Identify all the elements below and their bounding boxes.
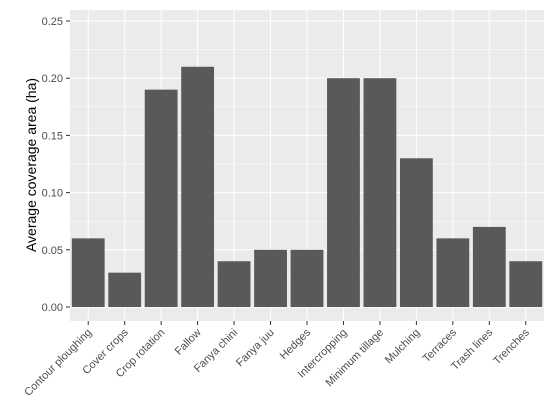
bar-minimum-tillage <box>363 78 397 307</box>
x-tick-label: Mulching <box>383 327 423 367</box>
y-tick-label: 0.25 <box>42 16 63 28</box>
x-tick-label: Hedges <box>278 326 314 362</box>
bar-trash-lines <box>472 226 506 307</box>
y-tick-label: 0.20 <box>42 73 63 85</box>
y-axis-title: Average coverage area (ha) <box>23 78 39 252</box>
bar-fallow <box>181 66 215 307</box>
y-tick-label: 0.05 <box>42 245 63 257</box>
bar-fanya-chini <box>217 261 251 307</box>
x-tick-label: Fanya juu <box>234 327 277 370</box>
bar-fanya-juu <box>254 249 287 307</box>
bar-hedges <box>290 249 324 307</box>
bars <box>71 66 543 307</box>
bar-terraces <box>436 238 470 307</box>
y-tick-label: 0.15 <box>42 130 63 142</box>
x-tick-label: Trenches <box>491 326 532 367</box>
bar-trenches <box>509 261 543 307</box>
bar-cover-crops <box>108 272 142 307</box>
y-tick-label: 0.10 <box>42 188 63 200</box>
bar-crop-rotation <box>144 89 178 307</box>
bar-contour-ploughing <box>71 238 105 307</box>
x-tick-label: Fallow <box>173 327 204 358</box>
y-axis-ticks: 0.00 0.05 0.10 0.15 0.20 0.25 <box>42 16 70 314</box>
x-tick-label: Contour ploughing <box>22 327 94 399</box>
bar-mulching <box>399 158 433 307</box>
bar-intercropping <box>327 78 360 307</box>
y-tick-label: 0.00 <box>42 302 63 314</box>
